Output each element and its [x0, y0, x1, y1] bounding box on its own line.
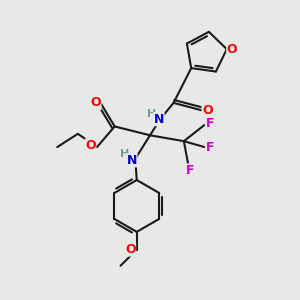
Text: H: H: [120, 149, 130, 159]
Text: F: F: [206, 117, 214, 130]
Text: O: O: [90, 96, 101, 110]
Text: N: N: [127, 154, 137, 167]
Text: H: H: [147, 109, 157, 119]
Text: O: O: [202, 104, 213, 117]
Text: O: O: [227, 43, 237, 56]
Text: O: O: [85, 139, 96, 152]
Text: F: F: [185, 164, 194, 177]
Text: N: N: [154, 112, 164, 126]
Text: F: F: [206, 141, 214, 154]
Text: O: O: [125, 243, 136, 256]
